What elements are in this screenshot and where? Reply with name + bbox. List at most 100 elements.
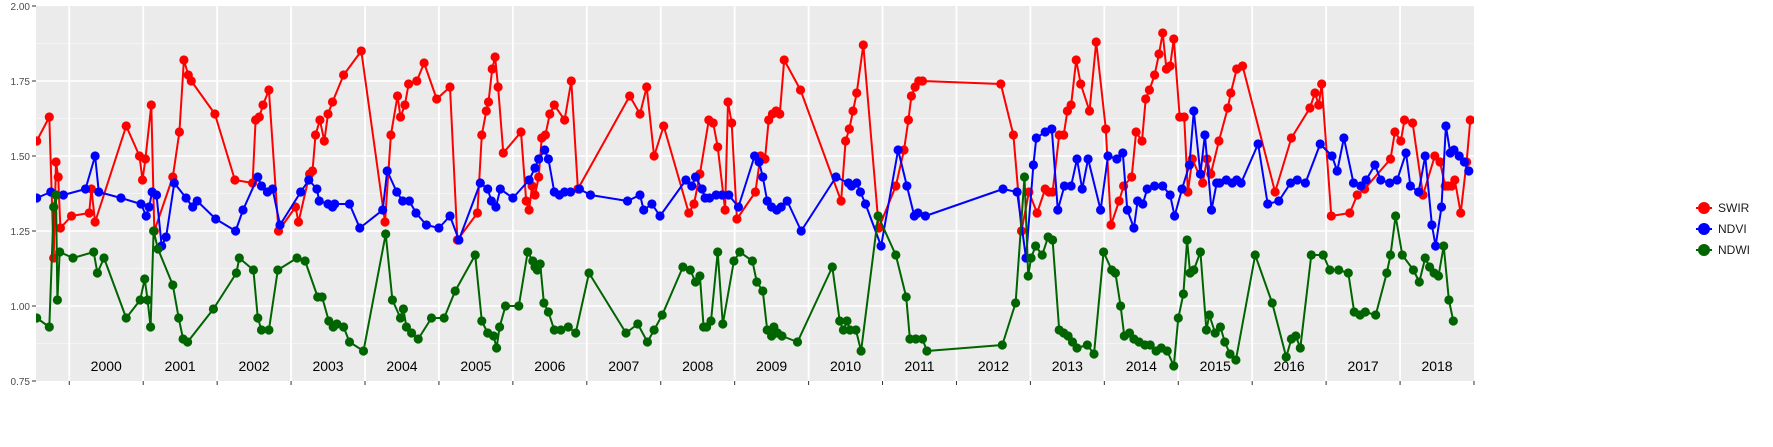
data-point-ndwi (1220, 337, 1230, 347)
data-point-swir (323, 109, 333, 119)
legend-label-ndvi: NDVI (1718, 222, 1747, 236)
data-point-ndvi (495, 184, 505, 194)
data-point-ndvi (94, 187, 104, 197)
data-point-swir (917, 76, 928, 86)
data-point-ndwi (121, 313, 131, 323)
data-point-swir (841, 136, 851, 146)
data-point-ndwi (752, 277, 762, 287)
data-point-swir (1101, 124, 1111, 134)
data-point-ndvi (1420, 151, 1430, 161)
data-point-swir (1465, 115, 1474, 125)
data-point-ndwi (718, 319, 728, 329)
data-point-ndwi (1019, 172, 1030, 182)
data-point-ndwi (49, 202, 59, 212)
data-point-ndwi (256, 325, 267, 335)
data-point-swir (530, 190, 540, 200)
data-point-ndvi (1376, 175, 1386, 185)
data-point-ndvi (312, 184, 322, 194)
data-point-ndwi (1169, 361, 1179, 371)
data-point-ndwi (1414, 277, 1424, 287)
data-point-ndwi (997, 340, 1007, 350)
data-point-swir (659, 121, 669, 131)
data-point-swir (858, 40, 868, 50)
data-point-swir (516, 127, 526, 137)
data-point-swir (395, 112, 406, 122)
data-point-ndvi (681, 175, 691, 185)
data-point-ndwi (657, 310, 667, 320)
data-point-ndvi (1012, 187, 1022, 197)
data-point-ndvi (80, 184, 91, 194)
data-point-ndvi (530, 163, 540, 173)
data-point-ndvi (296, 187, 306, 197)
data-point-swir (1450, 175, 1460, 185)
data-point-ndwi (387, 295, 397, 305)
data-point-swir (230, 175, 240, 185)
data-point-ndwi (747, 256, 758, 266)
data-point-swir (432, 94, 442, 104)
data-point-ndvi (378, 205, 388, 215)
data-point-ndwi (514, 301, 524, 311)
year-label: 2007 (608, 358, 639, 374)
data-point-ndvi (1077, 184, 1087, 194)
data-point-swir (727, 118, 737, 128)
data-point-ndwi (146, 322, 156, 332)
data-point-ndvi (1263, 199, 1273, 209)
data-point-ndwi (835, 316, 845, 326)
data-point-swir (852, 88, 862, 98)
legend: SWIR NDVI NDWI (1696, 198, 1768, 261)
data-point-ndvi (411, 208, 421, 218)
data-point-ndwi (401, 322, 411, 332)
year-label: 2003 (312, 358, 343, 374)
data-point-ndvi (1150, 181, 1160, 191)
data-point-ndwi (856, 346, 866, 356)
year-label: 2017 (1348, 358, 1379, 374)
data-point-swir (1179, 112, 1189, 122)
data-point-swir (84, 208, 94, 218)
data-point-ndvi (1361, 175, 1371, 185)
data-point-ndvi (330, 199, 340, 209)
data-point-ndwi (426, 313, 437, 323)
data-point-ndvi (144, 202, 154, 212)
data-point-ndwi (1031, 241, 1041, 251)
data-point-swir (1396, 136, 1406, 146)
data-point-ndvi (639, 205, 649, 215)
data-point-ndvi (913, 208, 923, 218)
data-point-ndvi (1332, 166, 1342, 176)
data-point-ndvi (893, 145, 903, 155)
data-point-swir (258, 100, 268, 110)
data-point-swir (1114, 196, 1124, 206)
data-point-ndwi (1195, 247, 1205, 257)
data-point-ndvi (1348, 178, 1359, 188)
data-point-ndwi (168, 280, 178, 290)
data-point-ndwi (842, 316, 852, 326)
data-point-swir (848, 106, 858, 116)
data-point-ndwi (535, 259, 545, 269)
data-point-ndwi (44, 322, 54, 332)
data-point-swir (254, 112, 264, 122)
data-point-swir (380, 217, 390, 227)
data-point-ndvi (1112, 154, 1122, 164)
series-ndwi (36, 172, 1458, 371)
data-point-ndwi (1334, 265, 1344, 275)
data-point-ndwi (1173, 313, 1183, 323)
data-point-ndvi (1195, 169, 1205, 179)
data-point-ndvi (238, 205, 248, 215)
data-point-ndvi (1200, 130, 1210, 140)
data-point-ndwi (706, 316, 716, 326)
year-label: 2014 (1126, 358, 1157, 374)
data-point-swir (1169, 34, 1179, 44)
data-point-ndwi (621, 328, 631, 338)
data-point-ndwi (901, 292, 911, 302)
data-point-swir (51, 157, 61, 167)
data-point-ndwi (563, 322, 573, 332)
data-point-ndvi (1236, 178, 1246, 188)
data-point-swir (356, 46, 366, 56)
data-point-ndwi (36, 313, 42, 323)
data-point-ndwi (1110, 268, 1120, 278)
data-point-ndwi (500, 301, 511, 311)
data-point-swir (1084, 106, 1095, 116)
data-point-ndvi (36, 193, 42, 203)
data-point-swir (319, 136, 329, 146)
data-point-ndvi (998, 184, 1008, 194)
data-point-swir (521, 196, 531, 206)
